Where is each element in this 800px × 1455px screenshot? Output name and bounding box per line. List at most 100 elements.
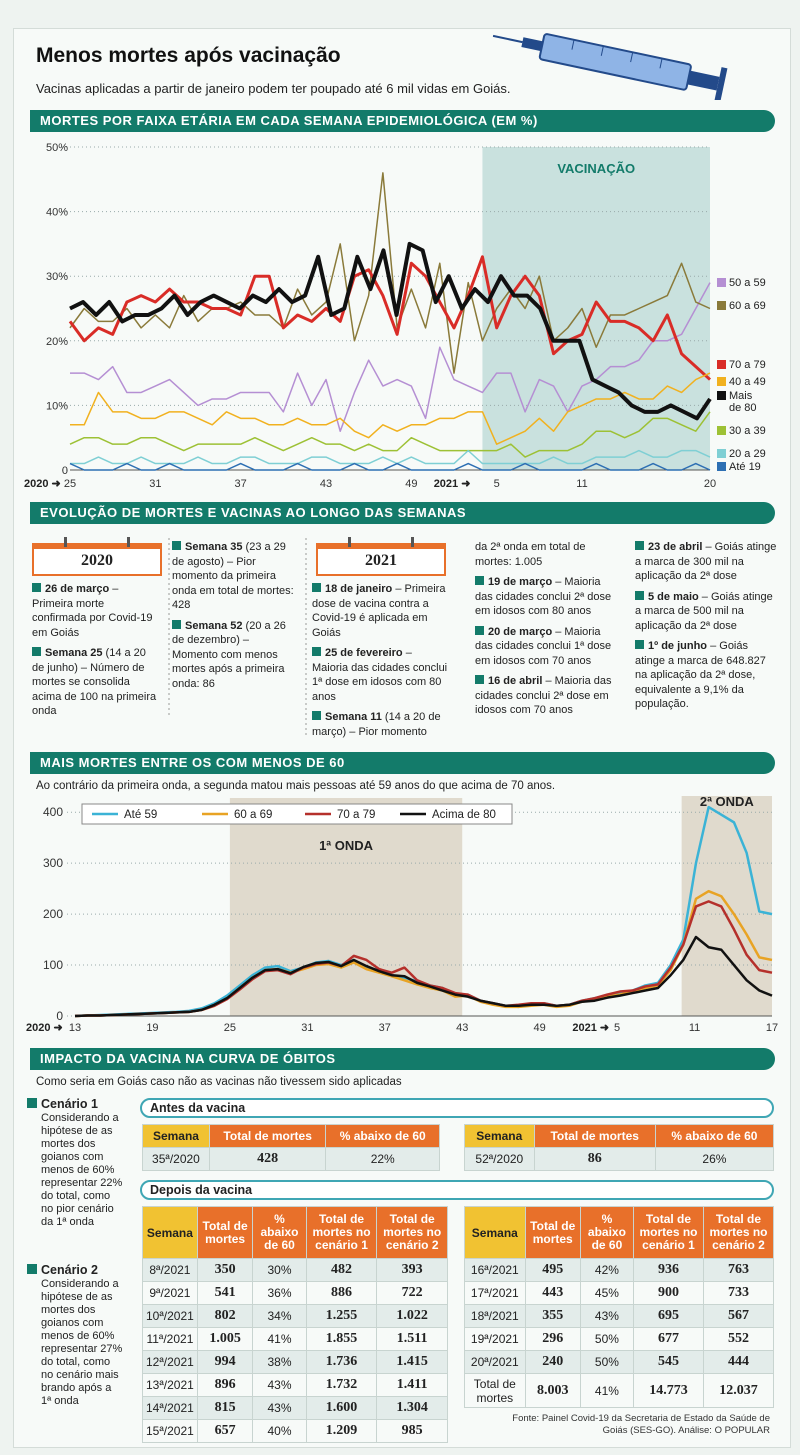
bullet-icon	[475, 675, 484, 684]
table-cell: 296	[524, 1327, 581, 1351]
table-cell: 14ª/2021	[142, 1396, 198, 1420]
col-header: Total de mortes no cenário 1	[633, 1206, 704, 1259]
table-cell: 1.022	[376, 1304, 448, 1328]
table-cell: 34%	[252, 1304, 307, 1328]
y-tick-label: 30%	[46, 271, 68, 283]
table-cell: 815	[196, 1396, 254, 1420]
table-cell: 86	[533, 1147, 656, 1171]
first-wave-shade	[229, 798, 463, 1016]
table-cell: 50%	[579, 1350, 635, 1374]
table-cell: 1.005	[196, 1327, 254, 1351]
y-tick-label: 0	[62, 465, 68, 477]
year-label-2021: 2021 ➜	[572, 1022, 609, 1034]
legend-label: de 80	[729, 402, 757, 414]
table-cell: 722	[376, 1281, 448, 1305]
x-tick-label: 5	[614, 1022, 620, 1034]
first-wave-label: 1ª ONDA	[319, 838, 374, 853]
table-cell: 43%	[579, 1304, 635, 1328]
legend-label: 60 a 69	[729, 300, 766, 312]
table-cell: 11ª/2021	[142, 1327, 198, 1351]
x-tick-label: 31	[301, 1022, 313, 1034]
table-cell: 9ª/2021	[142, 1281, 198, 1305]
table-row: 8ª/2021 350 30% 482 393	[142, 1258, 448, 1282]
legend-label: 30 a 39	[729, 425, 766, 437]
bullet-icon	[27, 1264, 37, 1274]
vaccination-shade	[482, 147, 710, 470]
x-tick-label: 31	[149, 478, 161, 490]
table-row: 9ª/2021 541 36% 886 722	[142, 1281, 448, 1305]
series-line-até-19	[69, 462, 711, 471]
bullet-icon	[312, 583, 321, 592]
bullet-icon	[312, 647, 321, 656]
table-cell: 240	[524, 1350, 581, 1374]
table-cell: 444	[702, 1350, 775, 1374]
table-cell: 393	[376, 1258, 448, 1282]
legend-swatch	[717, 426, 726, 435]
x-tick-label: 25	[64, 478, 76, 490]
table-row: 16ª/2021 495 42% 936 763	[464, 1258, 775, 1282]
year-label-2020: 2020 ➜	[24, 478, 61, 490]
table-row: Total de mortes 8.003 41% 14.773 12.037	[464, 1373, 775, 1408]
table-cell: 1.736	[305, 1350, 378, 1374]
table-cell: 545	[633, 1350, 704, 1374]
table-cell: 12ª/2021	[142, 1350, 198, 1374]
table-row: 18ª/2021 355 43% 695 567	[464, 1304, 775, 1328]
col-header: Semana	[464, 1206, 526, 1259]
chart-mortes-faixa-etaria: VACINAÇÃO 0 10% 20% 30% 40% 50% 25 31 37 43 49 5 11 20…	[24, 142, 766, 490]
table-cell: 886	[305, 1281, 378, 1305]
legend-swatch	[717, 449, 726, 458]
series-line-mais-de-80	[69, 241, 712, 421]
table-cell: 1.304	[376, 1396, 448, 1420]
table-cell: 428	[208, 1147, 327, 1171]
source-note: Fonte: Painel Covid-19 da Secretaria de …	[512, 1413, 770, 1436]
y-tick-label: 20%	[46, 336, 68, 348]
bullet-icon	[312, 711, 321, 720]
table-cell: 18ª/2021	[464, 1304, 526, 1328]
section4-note: Como seria em Goiás caso não as vacinas …	[36, 1076, 402, 1088]
page-subtitle: Vacinas aplicadas a partir de janeiro po…	[36, 81, 511, 96]
year-label-2021: 2021 ➜	[434, 478, 471, 490]
after-table-right: Semana Total de mortes% abaixo de 60 Total…	[464, 1206, 775, 1408]
table-cell: 45%	[579, 1281, 635, 1305]
x-tick-label: 43	[320, 478, 332, 490]
table-cell: 695	[633, 1304, 704, 1328]
table-cell: 495	[524, 1258, 581, 1282]
section-band-mais-mortes: MAIS MORTES ENTRE OS COM MENOS DE 60	[30, 752, 775, 774]
table-cell: 763	[702, 1258, 775, 1282]
legend-label: 70 a 79	[729, 359, 766, 371]
col-header: Total de mortes no cenário 1	[305, 1206, 378, 1259]
table-cell: 26%	[654, 1147, 775, 1171]
section3-note: Ao contrário da primeira onda, a segunda…	[36, 780, 556, 792]
after-table-left: Semana Total de mortes% abaixo de 60 Total…	[142, 1206, 448, 1443]
x-tick-label: 25	[224, 1022, 236, 1034]
table-cell: Total de mortes	[464, 1373, 526, 1408]
after-vaccine-header: Depois da vacina	[140, 1180, 774, 1200]
col-header: Semana	[464, 1124, 535, 1148]
legend-swatch	[717, 278, 726, 287]
table-cell: 41%	[579, 1373, 635, 1408]
timeline-col-1: 26 de março – Primeira morte confirmada …	[32, 583, 157, 717]
bullet-icon	[635, 590, 644, 600]
bullet-icon	[475, 576, 484, 585]
x-tick-label: 5	[494, 478, 500, 490]
year-label-2020: 2020 ➜	[26, 1022, 63, 1034]
table-cell: 43%	[252, 1396, 307, 1420]
table-cell: 985	[376, 1419, 448, 1443]
before-vaccine-header: Antes da vacina	[140, 1098, 774, 1118]
table-cell: 677	[633, 1327, 704, 1351]
series-line-40-a-49	[70, 372, 711, 445]
col-header: % abaixo de 60	[579, 1206, 635, 1259]
legend-swatch	[717, 360, 726, 369]
col-header: Semana	[142, 1124, 210, 1148]
timeline-divider-2	[305, 538, 307, 738]
chart-mais-mortes: 1ª ONDA 2ª ONDA 0 100 200 300 400 13 19 25 31 37 43 4…	[26, 796, 778, 1034]
table-cell: 12.037	[702, 1373, 775, 1408]
table-row: 10ª/2021 802 34% 1.255 1.022	[142, 1304, 448, 1328]
x-tick-label: 37	[379, 1022, 391, 1034]
table-cell: 567	[702, 1304, 775, 1328]
table-cell: 14.773	[633, 1373, 704, 1408]
timeline-divider-1	[168, 538, 170, 718]
legend-label: Até 59	[124, 809, 157, 821]
bullet-icon	[172, 541, 181, 550]
table-row: 12ª/2021 994 38% 1.736 1.415	[142, 1350, 448, 1374]
